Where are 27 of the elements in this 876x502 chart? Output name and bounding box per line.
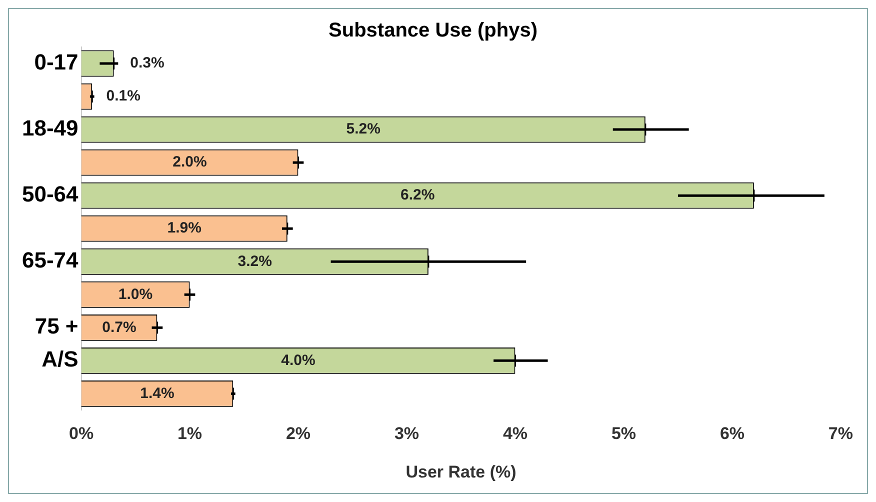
y-tick-label: 50-64 [22, 182, 80, 207]
data-label: 0.7% [102, 318, 136, 336]
data-label: 5.2% [346, 120, 380, 138]
data-label: 1.0% [118, 286, 153, 303]
data-label: 4.0% [281, 352, 316, 369]
x-tick-label: 4% [502, 424, 528, 444]
x-tick-label: 2% [286, 424, 311, 444]
y-tick-label: 18-49 [22, 116, 78, 141]
data-label: 3.2% [238, 252, 272, 270]
data-label: 2.0% [172, 154, 207, 171]
x-tick-label: 3% [394, 424, 420, 444]
y-tick-label: 0-17 [34, 50, 78, 75]
data-label: 0.3% [130, 54, 164, 72]
chart-title: Substance Use (phys) [328, 20, 538, 42]
data-label: 6.2% [400, 186, 435, 204]
y-tick-label: 65-74 [22, 248, 80, 273]
x-axis-title: User Rate (%) [406, 462, 516, 482]
y-tick-label: 75 + [34, 314, 78, 339]
x-tick-label: 5% [611, 424, 636, 444]
x-tick-label: 7% [828, 424, 854, 444]
data-label: 0.1% [106, 88, 140, 105]
x-tick-label: 0% [68, 424, 94, 444]
data-label: 1.9% [167, 220, 202, 237]
x-tick-label: 6% [720, 424, 745, 444]
y-tick-label: A/S [42, 346, 78, 372]
x-tick-label: 1% [177, 424, 202, 444]
data-label: 1.4% [140, 384, 174, 402]
